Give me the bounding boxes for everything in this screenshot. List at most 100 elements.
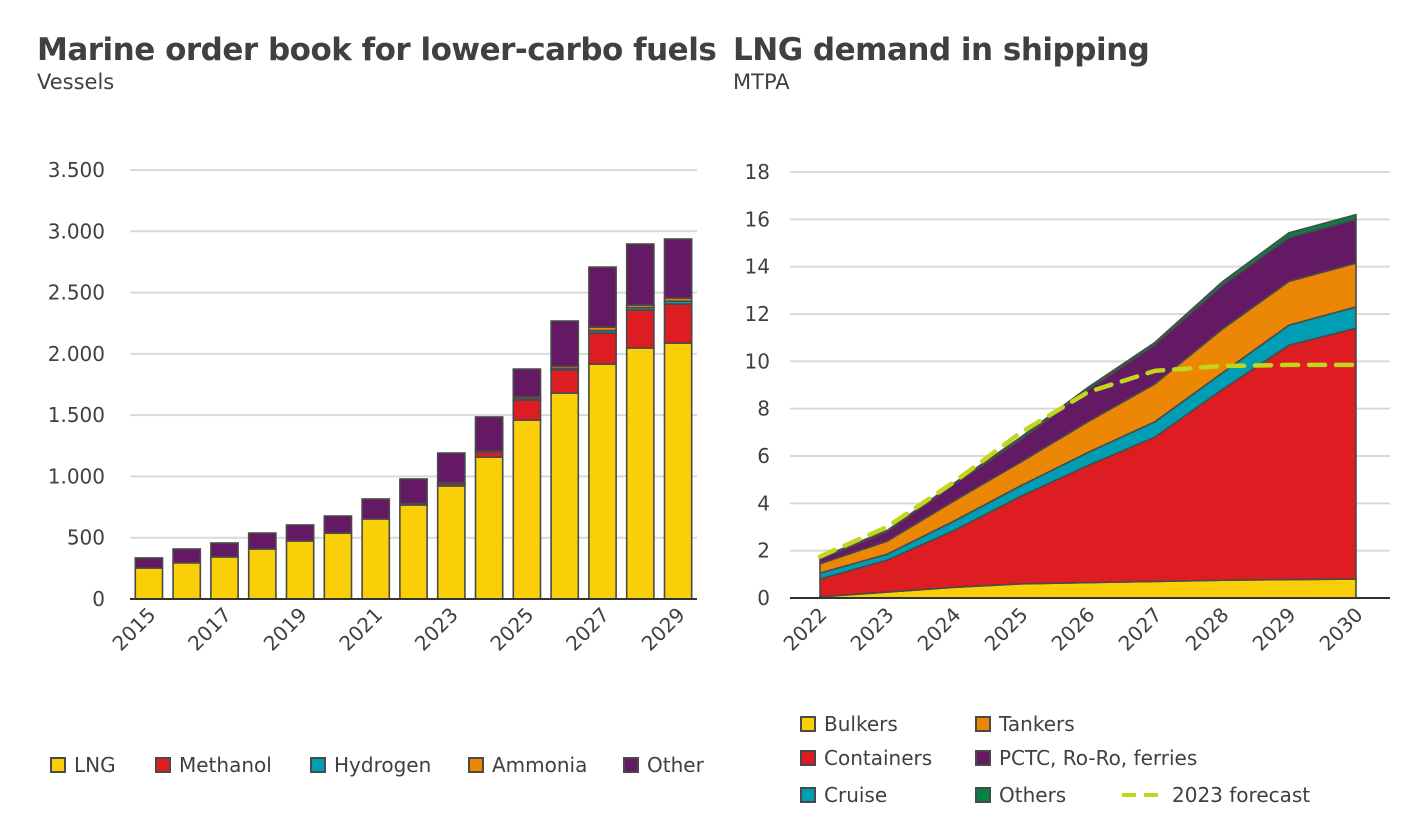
legend-label: Others	[999, 783, 1067, 807]
y-tick-label: 0	[757, 586, 770, 610]
bar-segment-lng	[210, 556, 239, 600]
y-tick-label: 14	[745, 255, 770, 279]
right-chart: 0 2 4 6 8 10 12 14 16 18 2022 2023 2024 2025 2026 2027 2…	[745, 160, 1390, 656]
bar-segment-lng	[285, 540, 315, 600]
bar-segment-other	[361, 498, 391, 520]
bar-segment-methanol	[588, 332, 617, 365]
legend-label: Bulkers	[824, 712, 898, 736]
bar-segment-lng	[512, 419, 542, 600]
x-tick-label: 2022	[779, 603, 832, 656]
y-tick-label: 16	[745, 207, 770, 231]
legend-swatch-containers	[800, 750, 816, 766]
x-tick-label: 2017	[183, 603, 236, 656]
right-chart-subtitle: MTPA	[733, 70, 790, 94]
bar-segment-other	[512, 368, 542, 398]
bar-segment-lng	[172, 562, 202, 600]
y-tick-label: 2	[757, 539, 770, 563]
y-tick-label: 18	[745, 160, 770, 184]
legend-item-bulkers: Bulkers	[800, 712, 898, 736]
x-tick-label: 2023	[410, 603, 463, 656]
bar-segment-methanol	[512, 399, 542, 421]
legend-label: Containers	[824, 746, 933, 770]
bar-segment-other	[134, 557, 164, 569]
left-chart-subtitle: Vessels	[37, 70, 115, 94]
legend-label: Other	[647, 753, 704, 777]
x-tick-label: 2025	[980, 603, 1033, 656]
legend-swatch-pctc	[975, 750, 991, 766]
bar-segment-lng	[663, 342, 693, 600]
legend-swatch-hydrogen	[310, 757, 326, 773]
y-tick-label: 3.500	[48, 158, 105, 182]
bar-segment-lng	[588, 363, 617, 600]
legend-label: Hydrogen	[334, 753, 432, 777]
legend-item-containers: Containers	[800, 746, 932, 770]
line-2023-forecast	[817, 362, 1359, 559]
x-tick-label: 2026	[1047, 603, 1100, 656]
bar-segment-lng	[399, 504, 428, 600]
bar-segment-other	[210, 542, 239, 558]
x-tick-label: 2030	[1315, 603, 1368, 656]
legend-swatch-other	[623, 757, 639, 773]
legend-swatch-methanol	[155, 757, 171, 773]
legend-label: LNG	[74, 753, 116, 777]
legend-item-lng: LNG	[50, 753, 116, 777]
area-others	[819, 213, 1357, 560]
bar-segment-other	[323, 515, 353, 534]
y-tick-label: 1.500	[48, 403, 105, 427]
legend-swatch-lng	[50, 757, 66, 773]
x-tick-label: 2027	[1114, 603, 1167, 656]
x-tick-label: 2024	[913, 603, 966, 656]
bar-segment-other	[399, 478, 428, 505]
legend-item-other: Other	[623, 753, 704, 777]
legend-item-hydrogen: Hydrogen	[310, 753, 431, 777]
bar-segment-other	[663, 238, 693, 299]
bar-segment-other	[172, 548, 202, 564]
bar-segment-other	[436, 452, 466, 484]
y-tick-label: 12	[745, 302, 770, 326]
y-tick-label: 0	[92, 587, 105, 611]
bar-segment-other	[550, 320, 580, 368]
bar-segment-lng	[474, 456, 504, 600]
x-tick-label: 2029	[1248, 603, 1301, 656]
left-chart: 0 500 1.000 1.500 2.000 2.500 3.000 3.500 2015 20…	[48, 158, 697, 656]
y-tick-label: 3.000	[48, 219, 105, 243]
legend-label: 2023 forecast	[1172, 783, 1311, 807]
bar-segment-lng	[625, 347, 655, 600]
legend-swatch-forecast	[1122, 793, 1162, 797]
bar-segment-methanol	[663, 303, 693, 344]
bar-segment-lng	[361, 518, 391, 600]
legend-swatch-bulkers	[800, 716, 816, 732]
legend-swatch-ammonia	[468, 757, 484, 773]
y-tick-label: 2.500	[48, 281, 105, 305]
bar-segment-lng	[436, 485, 466, 600]
right-chart-title: LNG demand in shipping	[733, 32, 1150, 68]
bar-segment-methanol	[550, 369, 580, 394]
y-tick-label: 4	[757, 491, 770, 515]
legend-item-tankers: Tankers	[975, 712, 1075, 736]
y-tick-label: 8	[757, 397, 770, 421]
legend-item-others: Others	[975, 783, 1066, 807]
y-tick-label: 10	[745, 349, 770, 373]
legend-item-cruise: Cruise	[800, 783, 887, 807]
x-tick-label: 2025	[485, 603, 538, 656]
bar-segment-other	[625, 243, 655, 306]
x-tick-label: 2023	[846, 603, 899, 656]
legend-item-forecast: 2023 forecast	[1122, 783, 1310, 807]
y-tick-label: 6	[757, 444, 770, 468]
bar-segment-other	[285, 524, 315, 542]
bar-segment-methanol	[625, 309, 655, 349]
bar-segment-other	[247, 532, 277, 550]
y-tick-label: 1.000	[48, 464, 105, 488]
legend-label: Methanol	[179, 753, 272, 777]
legend-swatch-tankers	[975, 716, 991, 732]
left-chart-title: Marine order book for lower-carbo fuels	[37, 32, 717, 68]
bar-segment-other	[474, 416, 504, 452]
bar-segment-other	[588, 266, 617, 328]
x-tick-label: 2015	[107, 603, 160, 656]
x-tick-label: 2021	[334, 603, 387, 656]
legend-item-pctc: PCTC, Ro-Ro, ferries	[975, 746, 1197, 770]
bar-segment-lng	[323, 532, 353, 600]
legend-swatch-others	[975, 787, 991, 803]
y-tick-label: 2.000	[48, 342, 105, 366]
